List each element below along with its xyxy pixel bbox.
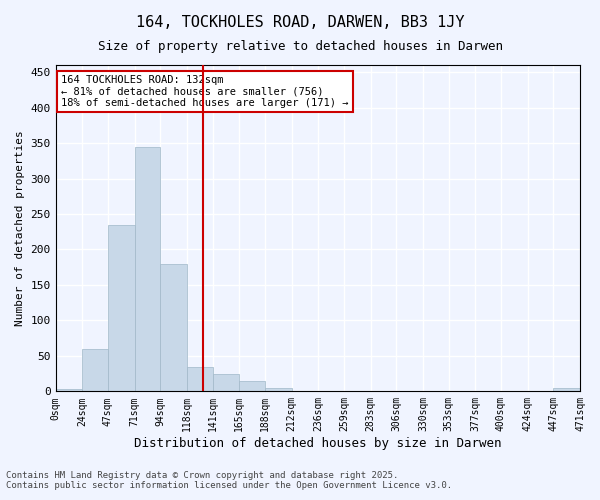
Text: Contains HM Land Registry data © Crown copyright and database right 2025.
Contai: Contains HM Land Registry data © Crown c… [6, 470, 452, 490]
Y-axis label: Number of detached properties: Number of detached properties [15, 130, 25, 326]
Bar [82, 349, 108, 392]
Bar [265, 388, 292, 392]
Bar [239, 380, 265, 392]
Bar [212, 374, 239, 392]
Bar [135, 146, 160, 392]
Bar [56, 389, 82, 392]
Bar [553, 388, 580, 392]
Bar [108, 224, 135, 392]
Text: Size of property relative to detached houses in Darwen: Size of property relative to detached ho… [97, 40, 503, 53]
Text: 164, TOCKHOLES ROAD, DARWEN, BB3 1JY: 164, TOCKHOLES ROAD, DARWEN, BB3 1JY [136, 15, 464, 30]
X-axis label: Distribution of detached houses by size in Darwen: Distribution of detached houses by size … [134, 437, 502, 450]
Bar [160, 264, 187, 392]
Bar [187, 366, 212, 392]
Text: 164 TOCKHOLES ROAD: 132sqm
← 81% of detached houses are smaller (756)
18% of sem: 164 TOCKHOLES ROAD: 132sqm ← 81% of deta… [61, 75, 349, 108]
